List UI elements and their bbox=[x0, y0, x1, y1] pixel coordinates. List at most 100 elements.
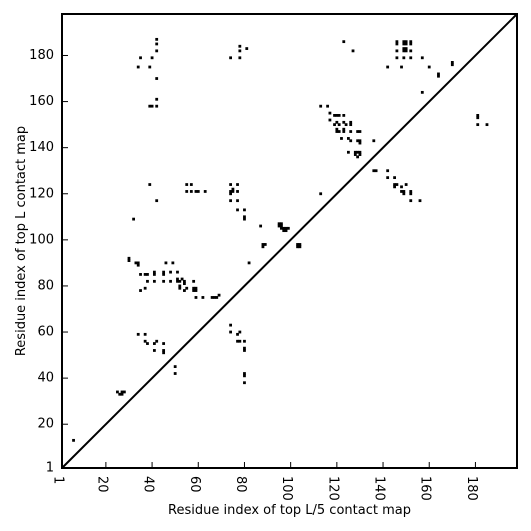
contact-point bbox=[277, 222, 281, 226]
contact-point bbox=[229, 330, 232, 334]
contact-point bbox=[139, 56, 142, 60]
y-tick-label: 120 bbox=[29, 186, 54, 201]
contact-point bbox=[386, 169, 390, 173]
contact-point bbox=[342, 127, 346, 131]
contact-point bbox=[189, 183, 193, 186]
contact-point bbox=[236, 332, 239, 336]
contact-point bbox=[402, 190, 406, 193]
contact-point bbox=[247, 261, 251, 265]
contact-point bbox=[118, 392, 122, 396]
contact-point bbox=[229, 183, 232, 186]
contact-point bbox=[280, 224, 283, 228]
contact-point bbox=[238, 339, 242, 343]
contact-point bbox=[194, 289, 198, 292]
x-tick-label: 120 bbox=[325, 476, 340, 501]
contact-point bbox=[402, 47, 406, 50]
contact-point bbox=[238, 56, 242, 60]
contact-point bbox=[409, 192, 413, 196]
contact-point bbox=[180, 277, 184, 281]
contact-point bbox=[298, 243, 302, 246]
contact-point bbox=[196, 190, 200, 193]
contact-point bbox=[143, 273, 147, 276]
contact-point bbox=[236, 183, 239, 186]
contact-point bbox=[437, 72, 440, 76]
contact-point bbox=[155, 37, 159, 41]
contact-point bbox=[162, 279, 166, 283]
contact-point bbox=[356, 155, 360, 159]
contact-point bbox=[427, 65, 431, 69]
y-tick-label: 20 bbox=[37, 417, 54, 432]
contact-point bbox=[296, 245, 299, 249]
contact-point bbox=[148, 104, 152, 108]
contact-point bbox=[356, 150, 360, 154]
contact-point bbox=[342, 120, 346, 124]
contact-point bbox=[194, 286, 198, 290]
contact-point bbox=[155, 199, 159, 203]
contact-point bbox=[409, 42, 413, 46]
contact-point bbox=[342, 114, 346, 117]
contact-point bbox=[476, 123, 480, 127]
contact-point bbox=[261, 243, 265, 246]
contact-point bbox=[277, 224, 281, 228]
contact-point bbox=[319, 104, 323, 108]
contact-point bbox=[476, 116, 480, 120]
contact-point bbox=[143, 286, 147, 290]
contact-point bbox=[155, 97, 159, 101]
contact-point bbox=[183, 289, 186, 292]
contact-point bbox=[450, 63, 454, 67]
x-axis-ticks: 1 20 40 60 80 100 120 140 160 180 bbox=[51, 462, 479, 501]
y-tick-label: 100 bbox=[29, 232, 54, 247]
contact-point bbox=[393, 176, 396, 180]
contact-point bbox=[176, 279, 179, 283]
contact-point bbox=[245, 47, 249, 50]
contact-point bbox=[169, 279, 172, 283]
contact-point bbox=[155, 339, 159, 343]
contact-point bbox=[342, 130, 346, 133]
contact-point bbox=[152, 273, 156, 276]
contact-point bbox=[152, 349, 156, 352]
contact-point bbox=[127, 256, 131, 260]
x-axis-label: Residue index of top L/5 contact map bbox=[168, 503, 411, 518]
contact-point bbox=[402, 42, 406, 46]
contact-point bbox=[243, 215, 246, 219]
x-tick-label: 160 bbox=[418, 476, 433, 501]
contact-point bbox=[328, 118, 332, 122]
contact-point bbox=[231, 187, 235, 191]
contact-point bbox=[353, 153, 357, 156]
contact-point bbox=[148, 65, 152, 69]
contact-point bbox=[404, 183, 408, 186]
contact-point bbox=[284, 229, 288, 233]
contact-point bbox=[173, 365, 177, 368]
contact-point bbox=[236, 208, 239, 212]
contact-point bbox=[395, 42, 399, 46]
contact-point bbox=[152, 270, 156, 274]
y-axis-label: Residue index of top L contact map bbox=[14, 126, 29, 356]
contact-point bbox=[374, 169, 378, 173]
contact-point bbox=[229, 56, 232, 60]
contact-point bbox=[347, 150, 350, 154]
contact-point bbox=[146, 279, 149, 283]
contact-point bbox=[150, 56, 154, 60]
contact-point bbox=[143, 332, 147, 336]
contact-point bbox=[335, 130, 339, 133]
contact-point bbox=[420, 90, 424, 94]
contact-point bbox=[243, 339, 246, 343]
contact-point bbox=[349, 123, 353, 127]
contact-point bbox=[243, 208, 246, 212]
contact-point bbox=[263, 243, 267, 246]
contact-point bbox=[238, 49, 242, 53]
contact-point bbox=[155, 42, 159, 46]
contact-point bbox=[402, 56, 406, 60]
contact-point bbox=[146, 342, 149, 345]
x-tick-label: 60 bbox=[187, 476, 202, 493]
contact-point bbox=[171, 261, 175, 265]
contact-point bbox=[335, 114, 339, 117]
contact-point bbox=[342, 40, 346, 44]
contact-point bbox=[217, 293, 221, 297]
y-tick-label: 40 bbox=[37, 371, 54, 386]
contact-point bbox=[333, 123, 336, 127]
contact-point bbox=[152, 342, 156, 345]
diagonal-line bbox=[61, 13, 518, 469]
contact-point bbox=[402, 192, 406, 196]
contact-point bbox=[404, 47, 408, 50]
